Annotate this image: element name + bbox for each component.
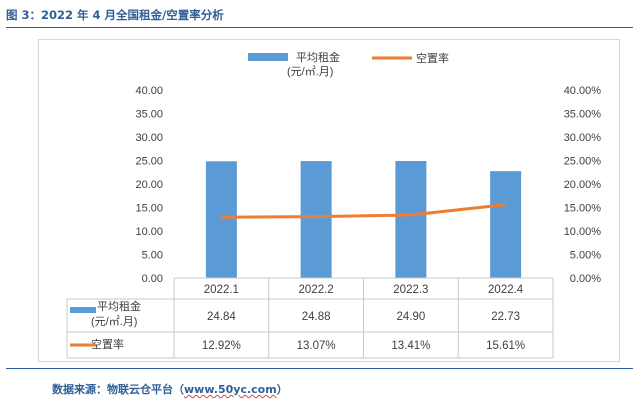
y-left-tick-label: 20.00: [135, 179, 163, 191]
table-row-label-rent-line2: (元/㎡.月): [91, 315, 137, 328]
y-right-tick-label: 30.00%: [564, 132, 602, 144]
y-left-tick-label: 40.00: [135, 85, 163, 97]
y-left-tick-label: 5.00: [142, 250, 163, 262]
y-right-tick-label: 10.00%: [564, 226, 602, 238]
source-note: 数据来源：物联云仓平台（www.50yc.com）: [52, 381, 288, 397]
x-tick-label: 2022.2: [299, 284, 334, 296]
left-axis-ticks: 0.00 5.00 10.00 15.00 20.00 25.00 30.00 35.00 40…: [135, 85, 163, 285]
bar: [300, 161, 332, 278]
data-table: 平均租金 (元/㎡.月) 空置率 2022.1 24.84 12.92% 2022.2…: [66, 277, 554, 359]
table-row-label-rate: 空置率: [91, 337, 124, 351]
y-right-tick-label: 40.00%: [564, 85, 602, 97]
footer-divider: [6, 368, 633, 369]
bar: [395, 160, 427, 278]
title-divider: [6, 27, 633, 28]
bar-series: [205, 160, 522, 278]
bar: [490, 171, 522, 278]
chart-panel: 平均租金 (元/㎡.月) 空置率 0.00 5.00 10.00 15.00 20.00…: [38, 39, 620, 362]
legend: 平均租金 (元/㎡.月) 空置率: [248, 50, 449, 78]
table-cell-rent: 22.73: [491, 311, 520, 323]
y-right-tick-label: 35.00%: [564, 109, 602, 121]
figure-title: 图 3：2022 年 4 月全国租金/空置率分析: [6, 8, 224, 22]
table-cell-rate: 13.07%: [297, 340, 336, 352]
y-right-tick-label: 20.00%: [564, 179, 602, 191]
table-cell-rent: 24.88: [302, 311, 331, 323]
y-left-tick-label: 10.00: [135, 226, 163, 238]
legend-line-label: 空置率: [416, 51, 449, 65]
y-left-tick-label: 15.00: [135, 203, 163, 215]
y-left-tick-label: 0.00: [142, 273, 163, 285]
vacancy-rate-line: [221, 203, 506, 219]
table-cell-rate: 12.92%: [202, 340, 241, 352]
table-cell-rate: 15.61%: [486, 340, 525, 352]
table-row-label-rent-line1: 平均租金: [97, 299, 141, 313]
combo-chart: 平均租金 (元/㎡.月) 空置率 0.00 5.00 10.00 15.00 20.00…: [66, 50, 602, 359]
y-left-tick-label: 35.00: [135, 109, 163, 121]
table-cell-rate: 13.41%: [391, 340, 430, 352]
y-left-tick-label: 25.00: [135, 156, 163, 168]
y-right-tick-label: 15.00%: [564, 203, 602, 215]
y-right-tick-label: 25.00%: [564, 156, 602, 168]
table-bar-key: [70, 307, 96, 313]
right-axis-ticks: 0.00% 5.00% 10.00% 15.00% 20.00% 25.00% 30.00%…: [564, 85, 602, 285]
bar: [205, 161, 237, 278]
source-prefix: 数据来源：物联云仓平台（: [52, 383, 184, 396]
x-tick-label: 2022.1: [204, 284, 239, 296]
legend-bar-label-line1: 平均租金: [296, 50, 340, 64]
legend-bar-label-line2: (元/㎡.月): [287, 65, 333, 78]
y-right-tick-label: 5.00%: [570, 250, 601, 262]
x-tick-label: 2022.3: [393, 284, 428, 296]
source-link[interactable]: www.50yc.com: [184, 383, 277, 396]
y-right-tick-label: 0.00%: [570, 273, 601, 285]
y-left-tick-label: 30.00: [135, 132, 163, 144]
legend-bar-swatch: [248, 53, 288, 61]
table-cell-rent: 24.84: [207, 311, 236, 323]
x-tick-label: 2022.4: [488, 284, 524, 296]
source-suffix: ）: [276, 383, 288, 396]
table-cell-rent: 24.90: [396, 311, 425, 323]
